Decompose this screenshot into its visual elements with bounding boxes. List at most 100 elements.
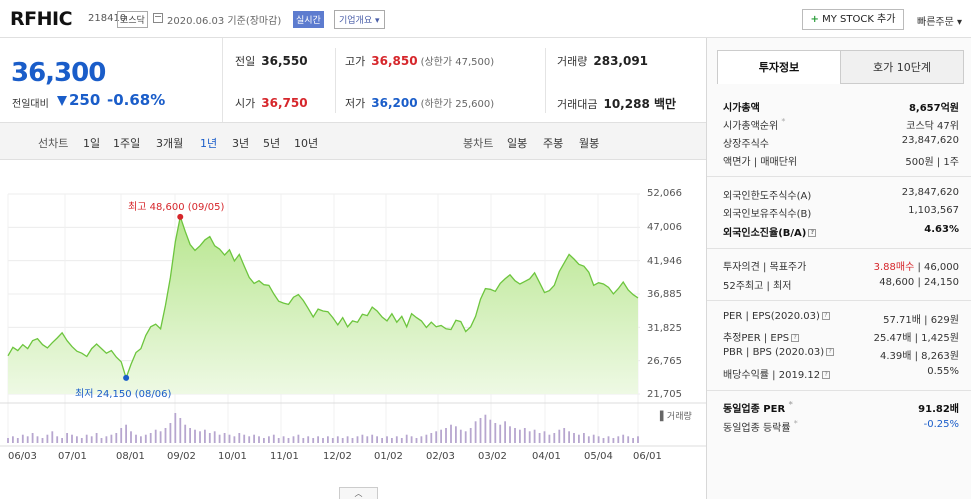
volume-bar (312, 438, 315, 443)
info-value: 91.82배 (918, 404, 959, 415)
stat-open: 시가 36,750 (235, 95, 308, 111)
info-est-per: 추정PER | EPS? 25.47배 | 1,425원 (723, 329, 959, 345)
info-label-text: 동일업종 PER (723, 404, 786, 415)
candle-daily[interactable]: 일봉 (507, 137, 528, 150)
market-badge: 코스닥 (117, 11, 148, 28)
volume-bar (445, 428, 447, 443)
stat-prev-close: 전일 36,550 (235, 53, 308, 69)
quick-order-button[interactable]: 빠른주문 ▾ (917, 17, 962, 28)
period-3y[interactable]: 3년 (232, 137, 250, 150)
info-foreign-hold: 외국인보유주식수(B) 1,103,567 (723, 205, 959, 221)
info-label: 상장주식수 (723, 139, 769, 150)
mystock-add-label: MY STOCK 추가 (822, 14, 896, 25)
volume-bar (632, 438, 634, 443)
volume-bar (90, 436, 93, 443)
realtime-button[interactable]: 실시간 (293, 11, 324, 28)
volume-bar (450, 424, 452, 443)
info-label: 외국인한도주식수(A) (723, 191, 812, 202)
volume-bar (164, 428, 167, 443)
volume-bar (125, 424, 127, 443)
volume-bar (228, 434, 231, 443)
period-1y[interactable]: 1년 (200, 137, 218, 150)
period-1d[interactable]: 1일 (83, 137, 101, 150)
volume-bar (208, 433, 211, 443)
volume-bar (322, 438, 324, 443)
investment-info-panel: 투자정보 호가 10단계 시가총액 8,657억원 시가총액순위 * 코스닥 47위… (706, 38, 971, 499)
volume-bar (66, 433, 68, 443)
candle-monthly[interactable]: 월봉 (579, 137, 600, 150)
period-1w[interactable]: 1주일 (113, 137, 141, 150)
volume-bar (371, 434, 374, 443)
volume-bar (469, 428, 472, 443)
x-tick: 03/02 (478, 451, 507, 462)
collapse-button[interactable]: ︿ (339, 487, 378, 499)
stock-ticker: RFHIC (10, 8, 73, 30)
x-tick: 09/02 (167, 451, 196, 462)
info-dividend: 배당수익률 | 2019.12? 0.55% (723, 366, 959, 382)
volume-bar (597, 436, 600, 443)
stat-sub: (상한가 47,500) (420, 57, 495, 68)
volume-bar (307, 436, 310, 443)
help-icon[interactable]: ? (822, 371, 831, 379)
period-selector: 선차트 1일 1주일 3개월 1년 3년 5년 10년 봉차트 일봉 주봉 월봉 (0, 122, 706, 160)
volume-bar (120, 428, 123, 443)
volume-bar (76, 436, 78, 443)
info-value: 57.71배 | 629원 (883, 315, 959, 326)
volume-bar (253, 434, 255, 443)
help-icon[interactable]: ? (791, 334, 800, 342)
tab-order-book[interactable]: 호가 10단계 (840, 50, 964, 84)
period-10y[interactable]: 10년 (294, 137, 319, 150)
tab-investment-info[interactable]: 투자정보 (717, 50, 841, 84)
volume-bar (425, 434, 428, 443)
help-icon[interactable]: ? (808, 229, 817, 237)
volume-bar (558, 429, 561, 443)
volume-bar (327, 436, 329, 443)
candle-weekly[interactable]: 주봉 (543, 137, 564, 150)
volume-bar (519, 429, 521, 443)
note-icon: * (788, 400, 793, 409)
info-label-text: PBR | BPS (2020.03) (723, 347, 825, 358)
info-label: PER | EPS(2020.03)? (723, 311, 830, 322)
volume-bar (415, 438, 418, 443)
volume-bar (71, 434, 73, 443)
volume-bar (51, 431, 54, 443)
info-shares: 상장주식수 23,847,620 (723, 135, 959, 151)
period-3m[interactable]: 3개월 (156, 137, 184, 150)
volume-bar (553, 433, 556, 443)
volume-bar (612, 438, 615, 443)
y-tick: 52,066 (647, 188, 682, 199)
volume-bar (140, 436, 142, 443)
volume-bar (218, 434, 221, 443)
info-label: 52주최고 | 최저 (723, 281, 792, 292)
help-icon[interactable]: ? (826, 348, 835, 356)
price-chart[interactable]: 최고 48,600 (09/05) 최저 24,150 (08/06) 52,0… (0, 160, 706, 499)
volume-bar (509, 426, 511, 443)
volume-bar (410, 436, 413, 443)
x-tick: 08/01 (116, 451, 145, 462)
down-arrow-icon (57, 96, 67, 106)
volume-bar (115, 433, 118, 443)
volume-bar (504, 421, 506, 443)
info-label: 동일업종 등락률 * (723, 419, 798, 434)
period-5y[interactable]: 5년 (263, 137, 281, 150)
corp-overview-button[interactable]: 기업개요 ▾ (334, 10, 385, 29)
info-label: 추정PER | EPS? (723, 329, 800, 344)
volume-label: ▌거래량 (660, 412, 692, 422)
low-marker (123, 374, 130, 381)
volume-bar (272, 434, 275, 443)
volume-bar (583, 433, 585, 443)
stat-low: 저가 36,200 (하한가 25,600) (345, 95, 494, 111)
volume-bar (341, 438, 344, 443)
info-label-text: 동일업종 등락률 (723, 423, 791, 434)
volume-bar (174, 413, 177, 443)
volume-bar (287, 438, 290, 443)
volume-bar (381, 438, 383, 443)
help-icon[interactable]: ? (821, 312, 830, 320)
x-tick: 12/02 (323, 451, 352, 462)
volume-bar (268, 436, 270, 443)
volume-bar (110, 434, 113, 443)
mystock-add-button[interactable]: + MY STOCK 추가 (802, 9, 904, 30)
volume-bar (238, 433, 241, 443)
change-label: 전일대비 (12, 99, 49, 110)
divider (707, 390, 971, 391)
